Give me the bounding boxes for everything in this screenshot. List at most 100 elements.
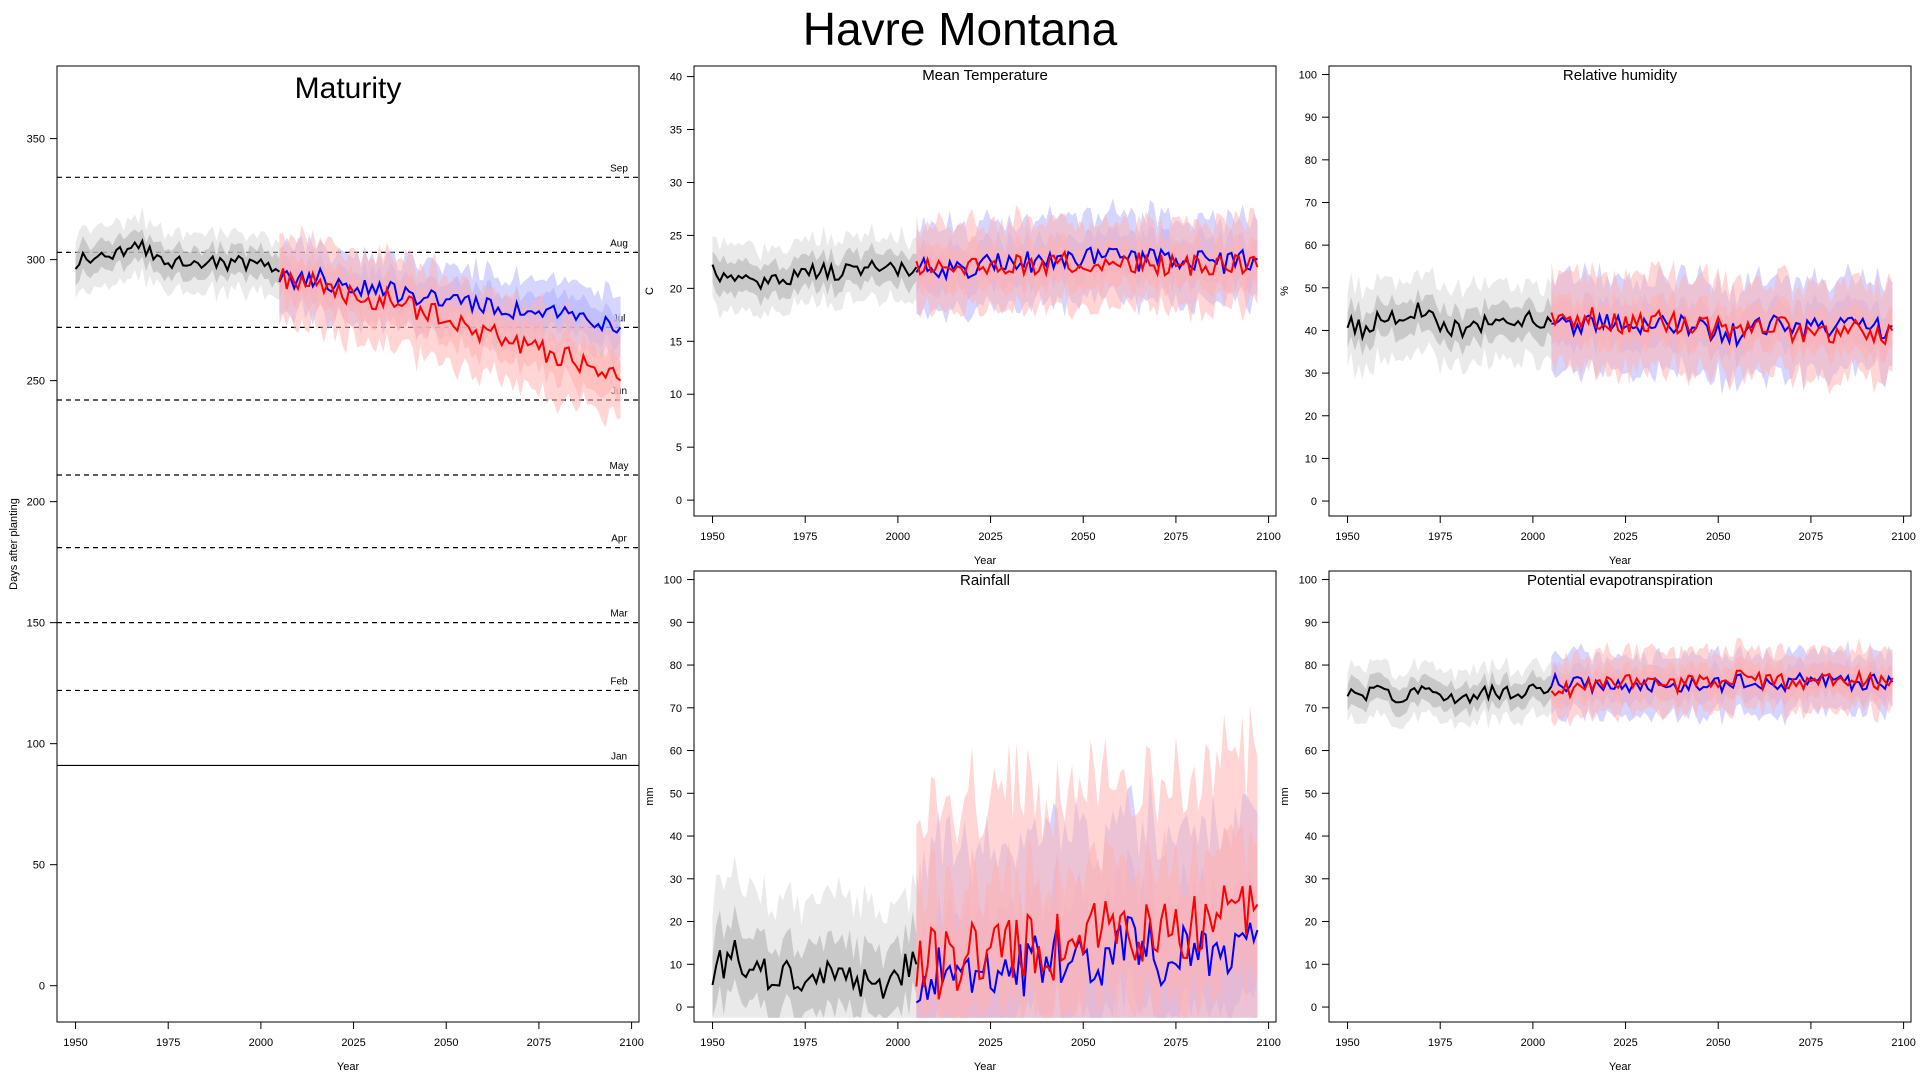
y-tick-label: 50	[670, 788, 682, 800]
x-tick-label: 2025	[978, 1037, 1002, 1049]
x-tick-label: 2050	[434, 1037, 458, 1049]
y-tick-label: 80	[1305, 155, 1317, 167]
series-line-black	[1346, 302, 1553, 342]
x-axis-label: Year	[1609, 1061, 1632, 1073]
x-tick-label: 2050	[1706, 531, 1730, 543]
y-tick-label: 5	[676, 442, 682, 454]
y-tick-label: 10	[670, 959, 682, 971]
x-tick-label: 2100	[1256, 531, 1280, 543]
y-tick-label: 30	[1305, 368, 1317, 380]
x-tick-label: 2025	[341, 1037, 365, 1049]
plot-frame	[1328, 65, 1912, 517]
y-tick-label: 60	[1305, 746, 1317, 758]
chart-maturity: Maturity 1950 1975 2000 2025 2050 2075 2100 0 50 1…	[8, 65, 644, 1073]
y-tick-label: 80	[1305, 660, 1317, 672]
plot-frame	[1328, 570, 1912, 1023]
y-tick-label: 50	[33, 860, 45, 872]
y-tick-label: 100	[664, 575, 682, 587]
y-tick-label: 60	[670, 746, 682, 758]
band-black	[1347, 289, 1552, 356]
x-tick-label: 1950	[1335, 1037, 1359, 1049]
reference-label: May	[610, 461, 629, 472]
x-tick-label: 2075	[527, 1037, 551, 1049]
x-tick-label: 2025	[1613, 1037, 1637, 1049]
panel-title: Rainfall	[960, 572, 1010, 589]
y-tick-label: 40	[1305, 325, 1317, 337]
reference-label: Sep	[610, 163, 628, 174]
band-red	[916, 823, 1258, 1018]
reference-label: Apr	[611, 534, 627, 545]
x-tick-label: 1975	[1428, 531, 1452, 543]
x-tick-label: 2025	[1613, 531, 1637, 543]
series-line-blue	[915, 246, 1258, 282]
y-tick-label: 25	[670, 230, 682, 242]
x-tick-label: 2000	[1521, 531, 1545, 543]
x-tick-label: 2025	[978, 531, 1002, 543]
y-tick-label: 50	[1305, 788, 1317, 800]
x-axis-label: Year	[1609, 555, 1632, 567]
x-tick-label: 2100	[619, 1037, 643, 1049]
reference-label: Feb	[610, 676, 628, 687]
series-line-blue	[278, 266, 622, 334]
y-tick-label: 90	[670, 617, 682, 629]
y-tick-label: 35	[670, 125, 682, 137]
series-line-red	[915, 885, 1259, 1000]
panel-title: Maturity	[295, 72, 402, 105]
x-tick-label: 2075	[1799, 1037, 1823, 1049]
reference-label: Mar	[610, 609, 628, 620]
y-tick-label: 30	[670, 874, 682, 886]
y-tick-label: 20	[670, 917, 682, 929]
series-line-black	[1346, 682, 1553, 705]
x-tick-label: 2075	[1164, 531, 1188, 543]
y-tick-label: 10	[1305, 959, 1317, 971]
y-tick-label: 0	[1311, 1002, 1317, 1014]
band-red	[916, 229, 1258, 299]
plot-frame	[693, 65, 1277, 517]
panel-title: Relative humidity	[1563, 67, 1678, 84]
y-tick-label: 40	[670, 831, 682, 843]
y-axis-label: mm	[1279, 787, 1291, 805]
series-line-blue	[1550, 671, 1894, 696]
x-tick-label: 2050	[1071, 1037, 1095, 1049]
plot-frame	[56, 65, 640, 1023]
y-tick-label: 20	[1305, 411, 1317, 423]
x-tick-label: 1975	[793, 1037, 817, 1049]
x-tick-label: 2000	[886, 531, 910, 543]
panel-title: Potential evapotranspiration	[1527, 572, 1713, 589]
y-axis-label: mm	[644, 787, 656, 805]
reference-label: Jan	[611, 751, 627, 762]
y-axis-label: C	[644, 287, 656, 295]
panel-title: Mean Temperature	[922, 67, 1048, 84]
y-axis-label: %	[1279, 286, 1291, 296]
x-tick-label: 2050	[1071, 531, 1095, 543]
x-tick-label: 1950	[63, 1037, 87, 1049]
y-tick-label: 80	[670, 660, 682, 672]
band-red	[1551, 656, 1893, 712]
y-tick-label: 250	[27, 376, 45, 388]
y-tick-label: 0	[676, 495, 682, 507]
y-tick-label: 40	[670, 72, 682, 84]
x-tick-label: 2100	[1891, 531, 1915, 543]
x-axis-label: Year	[337, 1061, 360, 1073]
y-tick-label: 350	[27, 134, 45, 146]
x-tick-label: 2075	[1164, 1037, 1188, 1049]
series-line-red	[915, 249, 1259, 278]
y-tick-label: 70	[670, 703, 682, 715]
x-axis-label: Year	[974, 1061, 997, 1073]
x-tick-label: 2000	[249, 1037, 273, 1049]
x-tick-label: 1975	[156, 1037, 180, 1049]
figure-title: Havre Montana	[802, 3, 1118, 55]
y-tick-label: 30	[670, 177, 682, 189]
series-line-blue	[915, 915, 1259, 1004]
y-tick-label: 10	[670, 389, 682, 401]
y-tick-label: 20	[670, 283, 682, 295]
series-line-black	[711, 258, 918, 291]
x-tick-label: 1950	[1335, 531, 1359, 543]
y-tick-label: 10	[1305, 453, 1317, 465]
x-tick-label: 1975	[1428, 1037, 1452, 1049]
y-tick-label: 20	[1305, 917, 1317, 929]
y-tick-label: 0	[39, 981, 45, 993]
chart-evapotranspiration: Potential evapotranspiration 1950 1975 2000…	[1279, 570, 1916, 1073]
